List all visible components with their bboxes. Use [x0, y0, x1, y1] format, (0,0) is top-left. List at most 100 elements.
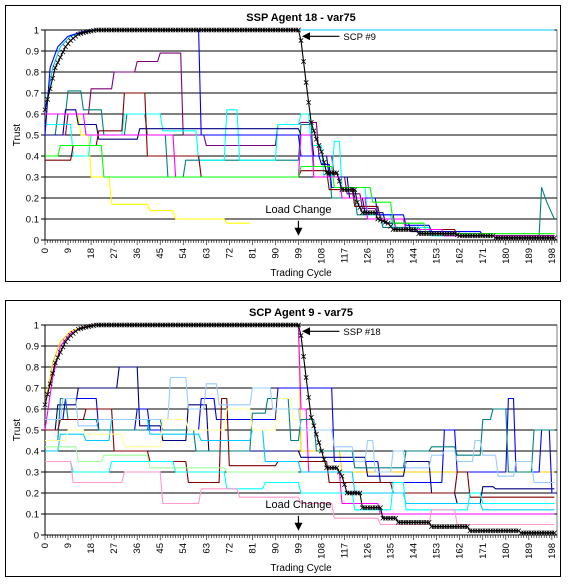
series-marker: [352, 187, 358, 193]
annotation-label: SSP #18: [343, 327, 380, 338]
series-marker: [45, 96, 51, 102]
y-tick-label: 0.6: [26, 110, 39, 121]
series-line: [45, 52, 555, 237]
x-tick-label: 180: [501, 248, 512, 264]
series-marker: [45, 391, 51, 397]
series-marker: [318, 448, 324, 454]
series-marker: [551, 530, 557, 536]
x-tick-label: 162: [455, 543, 466, 559]
series-line: [45, 376, 555, 484]
series-marker: [388, 223, 394, 229]
series-marker: [295, 27, 301, 33]
series-marker: [551, 235, 557, 241]
series-marker: [298, 333, 304, 338]
series-marker: [47, 86, 53, 92]
x-tick-label: 189: [524, 543, 535, 559]
y-tick-label: 0.4: [26, 152, 39, 163]
series-marker: [313, 136, 319, 142]
series-marker: [357, 490, 363, 496]
x-tick-label: 81: [247, 248, 258, 259]
series-marker: [454, 232, 460, 238]
series-marker: [334, 170, 340, 176]
x-tick-label: 72: [224, 248, 235, 259]
annotation-arrowhead: [302, 32, 310, 41]
series-line: [45, 397, 555, 473]
series-marker: [303, 375, 309, 380]
series-marker: [313, 431, 319, 437]
y-tick-label: 0.5: [26, 131, 39, 142]
series-marker: [452, 231, 458, 237]
x-tick-label: 126: [363, 248, 374, 264]
x-tick-label: 198: [547, 543, 558, 559]
chart-svg-bottom: SCP Agent 9 - var75 0 0.1 0.2 0.3 0.4 0.5 0.6 0.…: [12, 307, 558, 574]
x-tick-label: 162: [455, 248, 466, 264]
y-tick-label: 0.4: [26, 447, 39, 458]
x-tick-label: 135: [386, 543, 397, 559]
series-marker: [316, 143, 322, 148]
series-marker: [336, 178, 342, 184]
x-tick-label: 45: [155, 543, 166, 554]
x-tick-label: 99: [293, 543, 304, 554]
x-tick-label: 81: [247, 543, 258, 554]
series-marker: [372, 210, 378, 216]
x-tick-label: 117: [340, 248, 351, 263]
x-tick-label: 99: [293, 248, 304, 259]
series-line: [45, 109, 555, 237]
series-marker: [380, 218, 386, 224]
series-marker: [42, 402, 48, 408]
series-marker: [375, 216, 381, 222]
series-marker: [393, 515, 399, 521]
series-line: [45, 460, 555, 526]
chart-panel-bottom: SCP Agent 9 - var75 0 0.1 0.2 0.3 0.4 0.5 0.6 0.…: [5, 300, 561, 577]
series-line: [45, 144, 555, 235]
y-tick-label: 1: [34, 321, 39, 332]
x-tick-label: 63: [201, 543, 212, 554]
x-axis-label: Trading Cycle: [270, 563, 332, 574]
annotation-arrowhead: [302, 327, 310, 336]
series-marker: [336, 469, 342, 475]
series-marker: [306, 394, 312, 400]
series-marker: [308, 414, 314, 420]
x-tick-label: 153: [432, 543, 443, 559]
y-tick-label: 0.7: [26, 384, 39, 395]
series-marker: [55, 355, 61, 361]
series-line: [44, 29, 555, 237]
y-tick-label: 0.3: [26, 173, 39, 184]
series-marker: [298, 38, 304, 43]
series-marker: [60, 344, 66, 350]
series-marker: [301, 59, 307, 64]
y-tick-label: 0.8: [26, 363, 39, 374]
series-marker: [311, 423, 317, 429]
annotation-label: SCP #9: [343, 32, 376, 43]
series-marker: [303, 80, 309, 85]
x-tick-label: 9: [63, 543, 74, 548]
series-line: [44, 324, 555, 515]
series-marker: [301, 354, 307, 359]
x-tick-label: 0: [40, 543, 51, 548]
series-marker: [382, 219, 388, 225]
series-marker: [354, 199, 360, 205]
y-tick-label: 1: [34, 26, 39, 37]
series-marker: [321, 159, 327, 165]
y-axis-label: Trust: [12, 419, 23, 442]
y-tick-label: 0.9: [26, 342, 39, 353]
y-tick-label: 0.9: [26, 47, 39, 58]
series-marker: [65, 41, 71, 47]
series-marker: [464, 524, 470, 530]
x-tick-label: 153: [432, 248, 443, 264]
x-tick-label: 135: [386, 248, 397, 264]
y-tick-label: 0.5: [26, 426, 39, 437]
series-marker: [413, 227, 419, 232]
series-marker: [316, 440, 322, 446]
x-tick-label: 63: [201, 248, 212, 259]
annotation-label: Load Change: [265, 499, 331, 511]
x-tick-label: 54: [178, 543, 189, 554]
x-tick-label: 108: [316, 543, 327, 559]
x-tick-label: 108: [316, 248, 327, 264]
chart-title: SSP Agent 18 - var75: [246, 12, 355, 24]
x-tick-label: 18: [86, 248, 97, 259]
series-marker: [42, 107, 48, 113]
series-line: [45, 387, 555, 494]
x-tick-label: 126: [363, 543, 374, 559]
series-marker: [318, 149, 324, 155]
